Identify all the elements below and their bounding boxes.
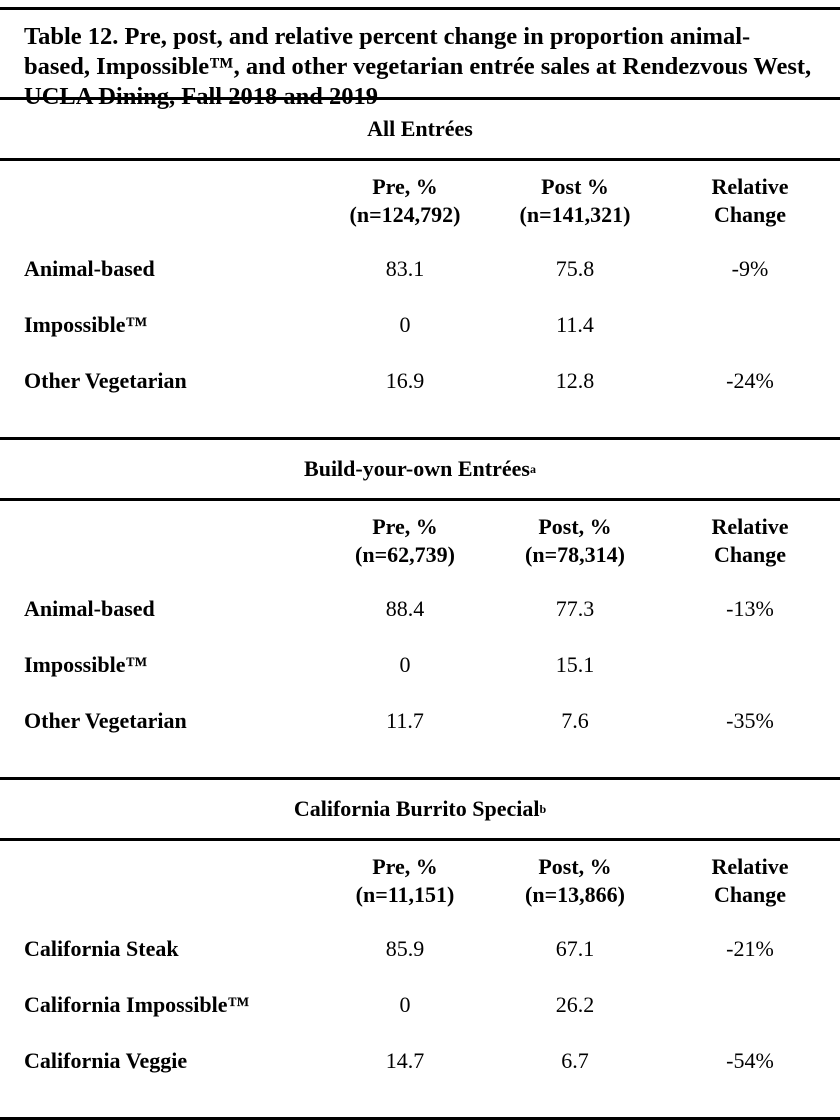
section-header: All Entrées [0, 100, 840, 158]
post-value: 7.6 [561, 708, 589, 733]
pre-value: 83.1 [385, 256, 425, 281]
table-row: California Impossible™ 0 26.2 [0, 977, 840, 1033]
section-bottom-rule [0, 777, 840, 780]
relative-change-value: -9% [731, 256, 769, 281]
pre-value: 16.9 [385, 368, 425, 393]
row-label: California Veggie [24, 1048, 188, 1073]
post-value: 12.8 [555, 368, 595, 393]
section-rule [0, 158, 840, 161]
pre-value: 88.4 [385, 596, 425, 621]
relative-change-value: -24% [726, 368, 774, 393]
table-row: California Steak 85.9 67.1 -21% [0, 921, 840, 977]
column-header-row: Pre, % (n=62,739) Post, % (n=78,314) Relat… [0, 501, 840, 581]
pre-value: 0 [399, 652, 411, 677]
section-title: Build-your-own Entrées [304, 456, 530, 481]
post-value: 26.2 [555, 992, 595, 1017]
relative-change-value: -21% [726, 936, 774, 961]
section-rule [0, 838, 840, 841]
table-row: Animal-based 83.1 75.8 -9% [0, 241, 840, 297]
title-rule [0, 97, 840, 100]
relative-change-column-header: Relative Change [711, 174, 789, 227]
row-label: California Impossible™ [24, 992, 250, 1017]
post-value: 77.3 [555, 596, 595, 621]
section-rule [0, 498, 840, 501]
row-label: Animal-based [24, 256, 155, 281]
table-row: Other Vegetarian 11.7 7.6 -35% [0, 693, 840, 749]
table-row: Other Vegetarian 16.9 12.8 -24% [0, 353, 840, 409]
column-header-row: Pre, % (n=11,151) Post, % (n=13,866) Relat… [0, 841, 840, 921]
footnote-marker: a [529, 461, 536, 476]
footnote-marker: b [539, 801, 547, 816]
post-value: 15.1 [555, 652, 595, 677]
table-title: Table 12. Pre, post, and relative percen… [24, 23, 812, 110]
table-row: California Veggie 14.7 6.7 -54% [0, 1033, 840, 1089]
post-value: 67.1 [555, 936, 595, 961]
row-label: Impossible™ [24, 312, 148, 337]
relative-change-value: -13% [726, 596, 774, 621]
post-column-header: Post % (n=141,321) [519, 174, 631, 227]
relative-change-column-header: Relative Change [711, 854, 789, 907]
row-label: Animal-based [24, 596, 155, 621]
post-value: 75.8 [555, 256, 595, 281]
table-row: Impossible™ 0 11.4 [0, 297, 840, 353]
pre-column-header: Pre, % (n=11,151) [355, 854, 455, 907]
section-title: California Burrito Special [293, 796, 540, 821]
section-header: California Burrito Special b [0, 780, 840, 838]
pre-value: 0 [399, 992, 411, 1017]
row-label: California Steak [24, 936, 179, 961]
column-header-row: Pre, % (n=124,792) Post % (n=141,321) Rela… [0, 161, 840, 241]
pre-column-header: Pre, % (n=124,792) [349, 174, 461, 227]
row-label: Other Vegetarian [24, 368, 187, 393]
section-bottom-rule [0, 437, 840, 440]
section-header: Build-your-own Entrées a [0, 440, 840, 498]
pre-value: 0 [399, 312, 411, 337]
post-column-header: Post, % (n=78,314) [525, 514, 625, 567]
pre-column-header: Pre, % (n=62,739) [355, 514, 455, 567]
row-label: Impossible™ [24, 652, 148, 677]
pre-value: 14.7 [385, 1048, 425, 1073]
post-column-header: Post, % (n=13,866) [525, 854, 625, 907]
top-rule [0, 7, 840, 10]
section-title: All Entrées [367, 116, 473, 141]
relative-change-value: -35% [726, 708, 774, 733]
post-value: 11.4 [556, 312, 594, 337]
pre-value: 85.9 [385, 936, 425, 961]
data-table: All Entrées Pre, % (n=124,792) Post % (n=1… [0, 100, 840, 1120]
relative-change-value: -54% [726, 1048, 774, 1073]
pre-value: 11.7 [386, 708, 424, 733]
table-row: Animal-based 88.4 77.3 -13% [0, 581, 840, 637]
relative-change-column-header: Relative Change [711, 514, 789, 567]
post-value: 6.7 [561, 1048, 589, 1073]
table-row: Impossible™ 0 15.1 [0, 637, 840, 693]
row-label: Other Vegetarian [24, 708, 187, 733]
